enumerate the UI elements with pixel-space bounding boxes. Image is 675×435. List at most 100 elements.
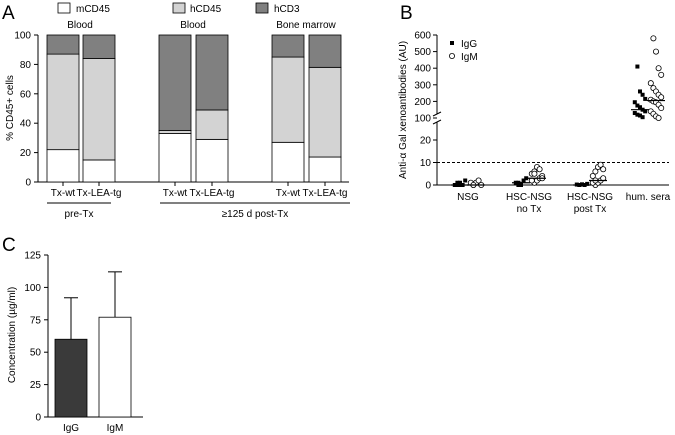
b-y-tick-label-0: 100 (414, 114, 431, 125)
c-y-tick-label-2: 50 (30, 348, 42, 359)
panel-a-y-ticks: 0 20 40 60 80 100 (14, 31, 38, 189)
panel-letter-a: A (2, 3, 15, 24)
b-y-tick-label-5: 600 (414, 31, 431, 42)
a-x-label-5: Tx-LEA-tg (302, 188, 347, 199)
c-bar-igm (98, 316, 132, 418)
panel-a-bars (46, 34, 342, 183)
b-point-igg-30 (635, 112, 640, 117)
b-point-igg-28 (643, 109, 648, 114)
legend-label-hcd45: hCD45 (190, 4, 222, 15)
b-point-igg-22 (640, 92, 645, 97)
b-y-tick-label-6: 0 (425, 181, 431, 192)
c-x-label-1: IgM (107, 423, 124, 434)
legend-label-igg: IgG (461, 39, 477, 50)
b-point-igg-26 (638, 105, 642, 110)
b-point-igm-13 (536, 166, 543, 173)
b-x-label-2: HSC-NSG (567, 192, 613, 203)
b-y-tick-label-4: 500 (414, 47, 431, 58)
a-bar-1-hcd3 (82, 34, 116, 59)
b-point-igg-15 (580, 182, 584, 187)
a-y-tick-label-5: 100 (14, 31, 31, 42)
panel-letter-c: C (2, 235, 16, 256)
group-title-blood-posttx: Blood (180, 20, 206, 31)
b-point-igm-29 (653, 48, 660, 55)
b-point-igm-25 (600, 166, 607, 173)
legend-swatch-mcd45 (57, 2, 71, 14)
a-x-label-3: Tx-LEA-tg (189, 188, 234, 199)
a-bar-5-hcd3 (308, 34, 342, 68)
c-x-label-0: IgG (63, 423, 79, 434)
b-point-igg-9 (521, 178, 526, 183)
a-bar-4-hcd3 (271, 34, 305, 58)
a-y-tick-label-0: 0 (25, 178, 31, 189)
a-y-tick-label-4: 80 (20, 60, 32, 71)
a-y-tick-label-2: 40 (20, 119, 32, 130)
b-point-igg-20 (635, 64, 640, 69)
c-y-tick-label-4: 100 (24, 283, 41, 294)
b-point-igm-24 (597, 161, 604, 168)
a-bar-3-hcd45 (195, 109, 229, 140)
legend-swatch-hcd3 (255, 2, 269, 14)
b-point-igg-32 (640, 115, 645, 120)
a-bar-1-mcd45 (82, 159, 116, 183)
legend-label-igm: IgM (461, 52, 478, 63)
b-x-label-1: HSC-NSG (506, 192, 552, 203)
b-point-igg-5 (455, 180, 460, 185)
b-point-igg-24 (632, 100, 637, 105)
a-x-label-2: Tx-wt (163, 188, 188, 199)
legend-label-mcd45: mCD45 (76, 4, 110, 15)
a-bar-2-hcd3 (158, 34, 192, 131)
a-bar-4-mcd45 (271, 141, 305, 183)
b-x-label-1-line2: no Tx (517, 204, 542, 215)
b-point-igm-31 (658, 71, 665, 78)
b-point-igg-13 (519, 181, 523, 186)
panel-c-x-labels: IgG IgM (63, 423, 123, 434)
b-y-tick-label-7: 10 (420, 158, 432, 169)
legend-marker-igg (450, 41, 454, 45)
c-y-tick-label-5: 125 (24, 251, 41, 262)
b-point-igg-25 (635, 103, 640, 108)
panel-c-y-ticks: 0 25 50 75 100 125 (24, 251, 48, 424)
a-bar-3-mcd45 (195, 138, 229, 183)
b-point-igm-22 (592, 168, 599, 175)
a-bar-2-hcd45 (158, 130, 192, 134)
panel-b-y-ticks: 100 200 300 400 500 600 0 10 20 (414, 31, 437, 192)
b-point-igg-23 (643, 96, 648, 101)
panel-c-y-axis-label: Concentration (µg/ml) (7, 287, 18, 383)
a-bar-0-hcd45 (46, 53, 80, 151)
panel-b-points (451, 35, 665, 188)
b-point-igm-45 (655, 115, 662, 122)
b-x-label-2-line2: post Tx (574, 204, 607, 215)
b-point-igm-21 (589, 172, 596, 179)
b-y-tick-label-2: 300 (414, 80, 431, 91)
b-point-igg-10 (524, 176, 529, 181)
panel-a-x-labels: Tx-wt Tx-LEA-tg Tx-wt Tx-LEA-tg Tx-wt Tx-LEA-… (51, 182, 348, 199)
b-point-igg-29 (632, 111, 637, 116)
a-x-label-1: Tx-LEA-tg (76, 188, 121, 199)
b-point-igm-2 (475, 177, 482, 184)
group-title-bone-marrow: Bone marrow (276, 20, 336, 31)
legend-label-hcd3: hCD3 (274, 4, 300, 15)
a-bar-0-hcd3 (46, 34, 80, 55)
panel-letter-b: B (400, 3, 413, 24)
b-point-igm-30 (655, 65, 662, 72)
group-title-blood-pretx: Blood (67, 20, 93, 31)
panel-a-legend: mCD45 hCD45 hCD3 (57, 2, 300, 15)
a-bar-4-hcd45 (271, 56, 305, 143)
c-bar-igg (54, 338, 88, 418)
b-y-tick-label-1: 200 (414, 97, 431, 108)
b-x-label-3: hum. sera (626, 192, 671, 203)
a-bar-3-hcd3 (195, 34, 229, 111)
b-x-label-0: NSG (457, 192, 479, 203)
c-y-tick-label-0: 0 (35, 413, 41, 424)
a-bar-1-hcd45 (82, 58, 116, 161)
legend-marker-igm (448, 53, 455, 60)
a-bar-0-mcd45 (46, 149, 80, 183)
panel-c-bars (54, 271, 132, 418)
panel-b-legend: IgG IgM (448, 39, 478, 63)
panel-a-y-axis-label: % CD45+ cells (5, 75, 16, 141)
b-point-igg-1 (458, 180, 462, 185)
b-point-igm-36 (658, 94, 665, 101)
panel-b-y-axis-label: Anti-α Gal xenoantibodies (AU) (398, 41, 409, 179)
